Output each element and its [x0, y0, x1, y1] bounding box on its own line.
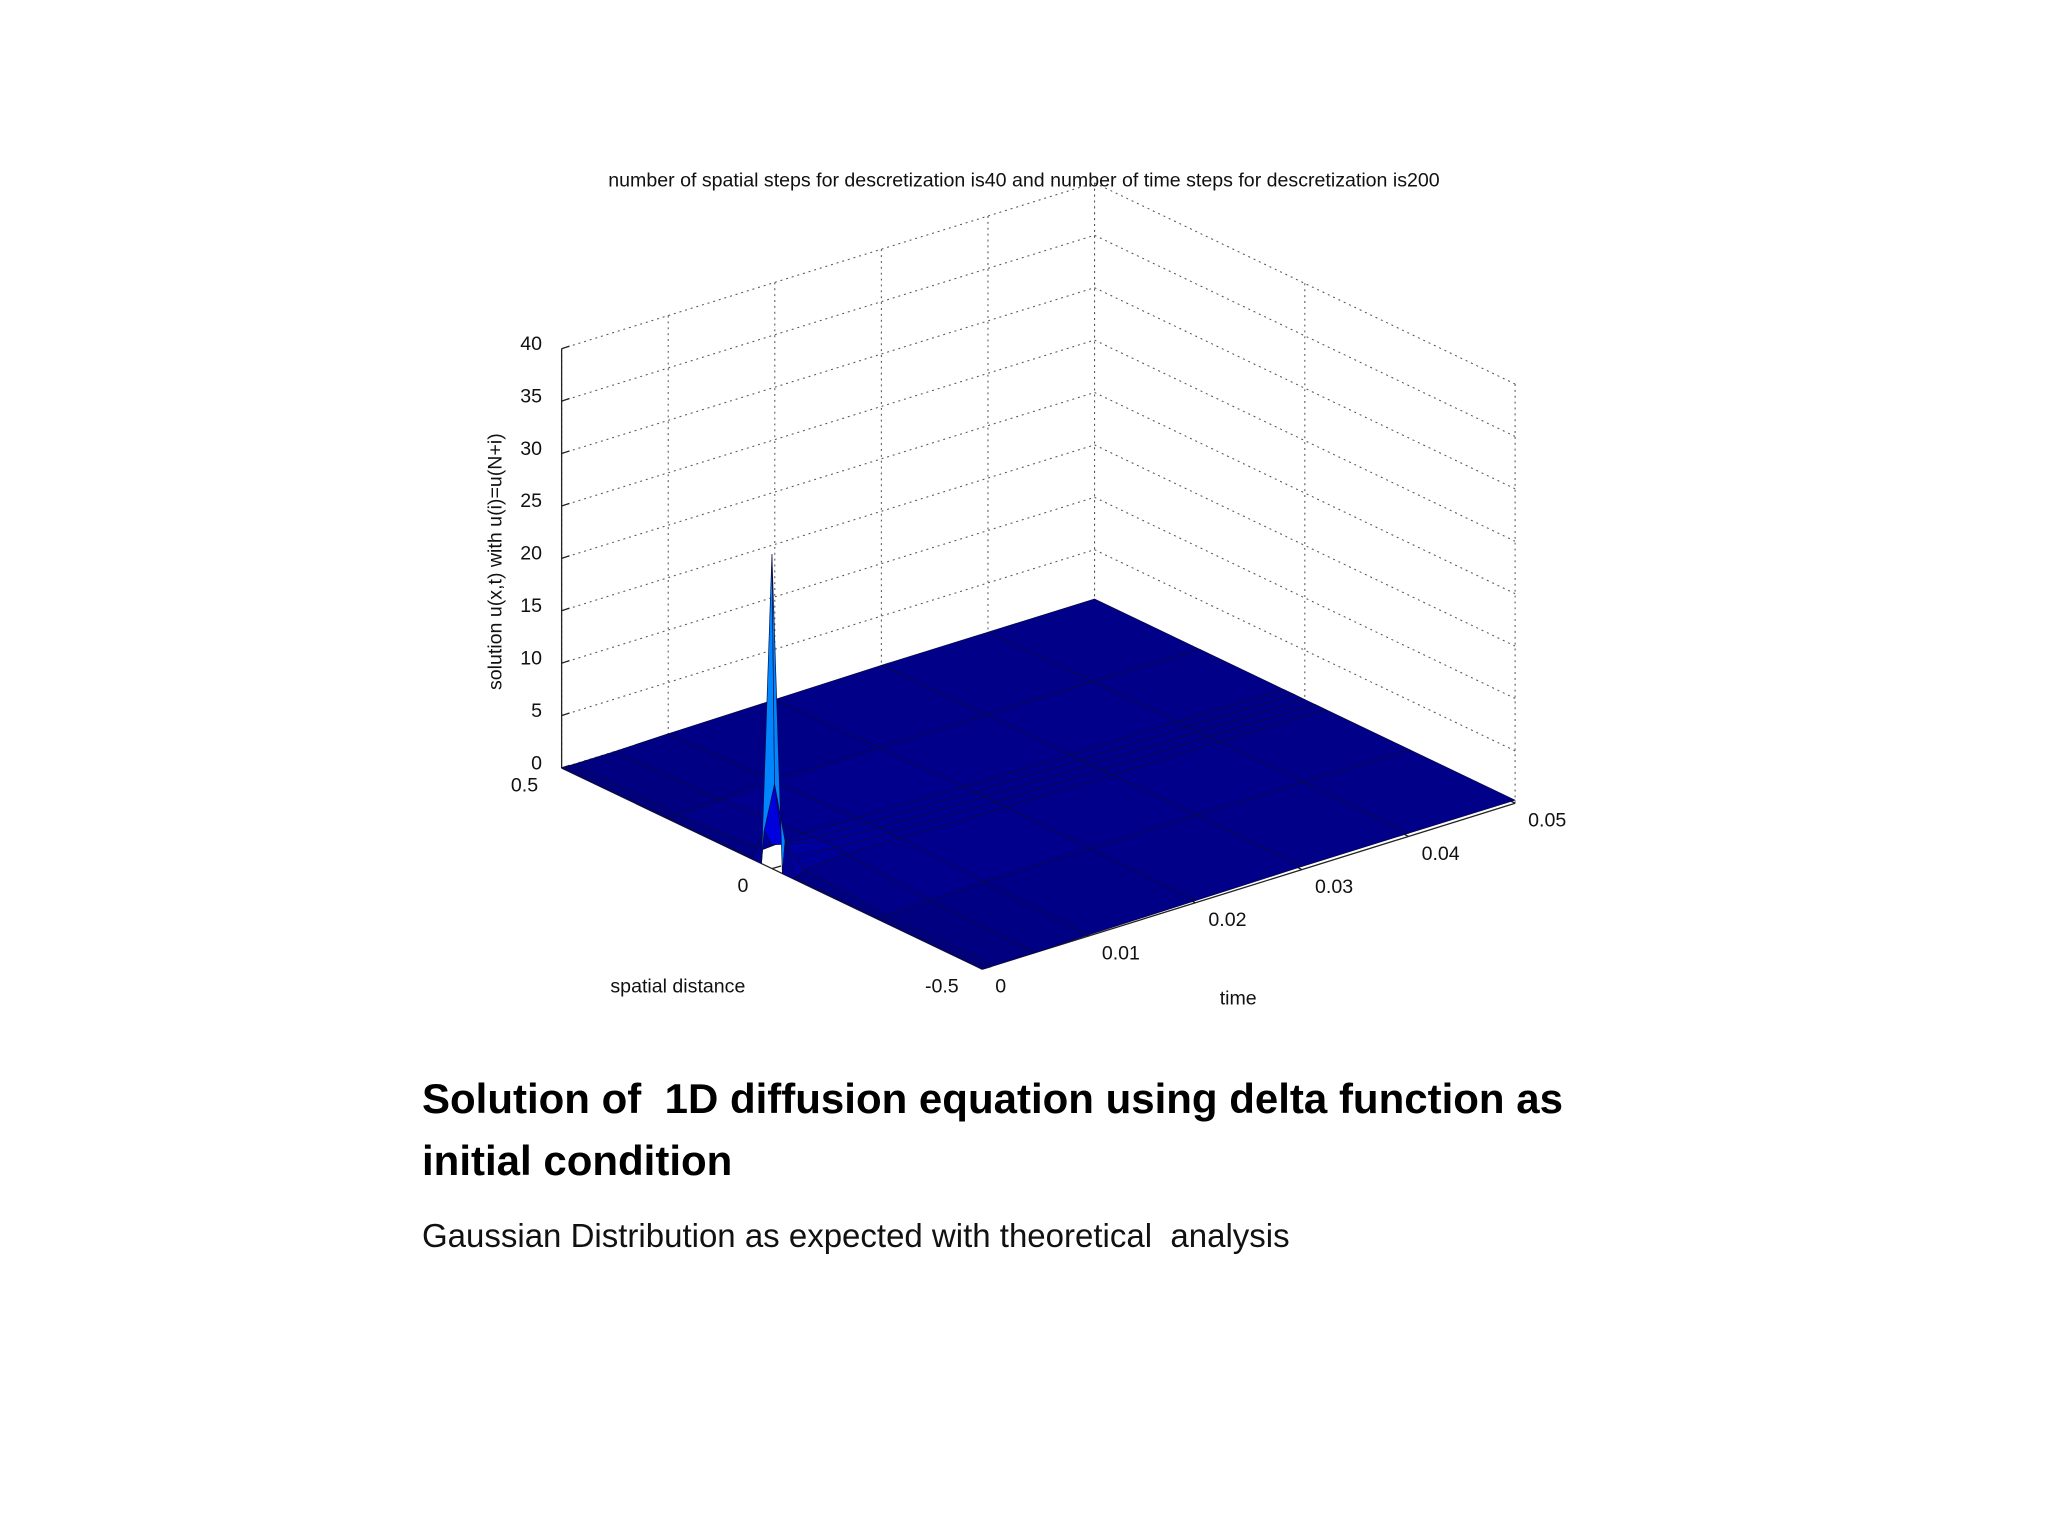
y-tick-label: 0.04 — [1422, 843, 1460, 865]
z-tick-label: 15 — [520, 595, 542, 617]
grid-line — [1094, 496, 1516, 699]
z-tick — [561, 555, 570, 559]
grid-line — [1094, 234, 1516, 437]
z-tick — [561, 607, 570, 612]
grid-line — [561, 496, 1095, 664]
z-tick — [561, 502, 570, 507]
grid-line — [1094, 444, 1516, 647]
z-tick-label: 30 — [520, 438, 542, 460]
z-tick — [561, 712, 570, 717]
x-axis-label: spatial distance — [610, 976, 745, 998]
grid-line — [561, 444, 1095, 612]
z-tick-label: 35 — [520, 385, 542, 407]
z-axis-label: solution u(x,t) with u(i)=u(N+i) — [484, 433, 506, 690]
z-tick-label: 10 — [520, 647, 542, 669]
grid-line — [561, 339, 1095, 507]
z-tick-label: 0 — [531, 752, 542, 774]
y-tick-label: 0.02 — [1208, 909, 1246, 931]
y-tick-label: 0.05 — [1528, 810, 1566, 832]
grid-line — [561, 234, 1095, 402]
x-tick-label: -0.5 — [925, 976, 959, 998]
grid-line — [1094, 392, 1516, 595]
slide-title: Solution of 1D diffusion equation using … — [422, 1075, 1575, 1184]
x-tick-label: 0 — [738, 875, 749, 897]
z-tick-label: 20 — [520, 543, 542, 565]
grid-line — [1094, 182, 1516, 385]
grid-line — [1094, 549, 1516, 752]
grid-line — [561, 287, 1095, 455]
z-tick-label: 40 — [520, 333, 542, 355]
x-tick-label: 0.5 — [511, 774, 538, 796]
grid-line — [1094, 287, 1516, 490]
z-tick-label: 25 — [520, 490, 542, 512]
z-tick — [561, 397, 570, 402]
y-tick-label: 0.01 — [1102, 942, 1140, 964]
chart-title: number of spatial steps for descretizati… — [608, 170, 1440, 192]
z-tick-label: 5 — [531, 700, 542, 722]
grid-line — [561, 549, 1095, 717]
grid-line — [561, 182, 1095, 350]
y-tick-label: 0.03 — [1315, 876, 1353, 898]
x-tick — [771, 865, 782, 870]
z-tick — [561, 450, 570, 455]
grid-line — [561, 391, 1095, 559]
slide-subtitle: Gaussian Distribution as expected with t… — [422, 1217, 1290, 1254]
grid-line — [1094, 339, 1516, 542]
y-axis-label: time — [1220, 987, 1257, 1009]
y-axis — [982, 802, 1516, 970]
surface-patch — [876, 917, 986, 970]
y-tick-label: 0 — [995, 976, 1006, 998]
z-tick — [561, 659, 570, 664]
z-tick — [561, 345, 570, 350]
